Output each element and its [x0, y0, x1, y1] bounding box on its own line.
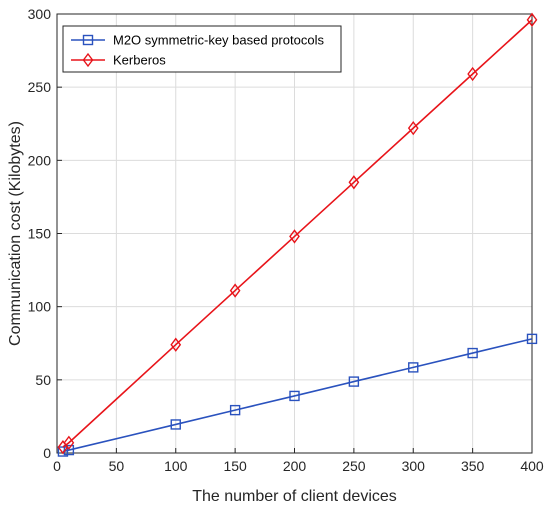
series-m2o: [57, 333, 538, 457]
data-point-marker: [348, 175, 360, 190]
data-point-marker: [408, 362, 419, 373]
series-line: [62, 19, 533, 448]
series-line: [62, 338, 533, 453]
data-point-marker: [348, 376, 360, 387]
data-point-marker: [170, 337, 182, 352]
legend-box: [62, 25, 342, 73]
legend-marker: [82, 34, 94, 46]
x-tick-label: 0: [53, 458, 61, 474]
data-point-marker: [526, 333, 538, 345]
data-point-marker: [63, 435, 75, 450]
legend-marker: [82, 52, 94, 68]
x-tick-label: 200: [283, 458, 307, 474]
x-tick-label: 350: [461, 458, 485, 474]
y-tick-label: 250: [28, 79, 52, 95]
y-tick-label: 100: [28, 299, 52, 315]
data-point-marker: [289, 390, 300, 402]
data-point-marker: [289, 229, 300, 244]
axes: 0 50 100 150 200 250 300 350 400 0 50 100 150 200 250 3…: [28, 6, 544, 474]
legend-entry-label: Kerberos: [113, 53, 166, 68]
data-point-marker: [229, 404, 241, 416]
x-tick-label: 100: [164, 458, 188, 474]
y-axis-label: Communication cost (Kilobytes): [7, 121, 24, 346]
y-tick-label: 200: [28, 152, 52, 168]
x-tick-label: 250: [342, 458, 366, 474]
data-point-marker: [229, 283, 241, 298]
data-point-marker: [170, 419, 181, 430]
y-tick-label: 0: [43, 445, 51, 461]
series-group: [57, 12, 538, 457]
legend-entry-label: M2O symmetric-key based protocols: [113, 33, 324, 48]
grid: [56, 13, 533, 454]
x-tick-label: 150: [223, 458, 247, 474]
x-axis-label: The number of client devices: [192, 488, 397, 505]
y-tick-label: 150: [28, 226, 52, 242]
y-tick-label: 300: [28, 6, 52, 22]
data-point-marker: [526, 12, 538, 28]
data-point-marker: [467, 66, 478, 82]
data-point-marker: [407, 120, 419, 136]
y-tick-label: 50: [35, 372, 51, 388]
x-tick-label: 400: [520, 458, 544, 474]
x-tick-label: 300: [402, 458, 426, 474]
series-kerberos: [57, 12, 538, 455]
x-tick-label: 50: [109, 458, 125, 474]
legend: M2O symmetric-key based protocols Kerbero…: [62, 25, 342, 73]
data-point-marker: [467, 347, 478, 359]
